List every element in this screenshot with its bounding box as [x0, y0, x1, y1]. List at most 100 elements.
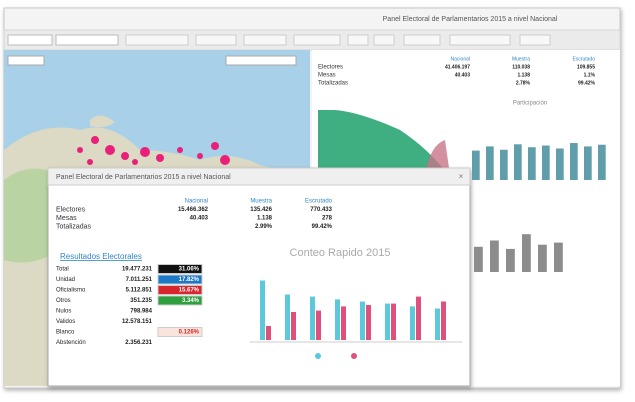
column-header: Muestra	[250, 199, 272, 205]
bar	[500, 149, 508, 180]
bar	[522, 234, 531, 272]
bar	[360, 301, 365, 340]
bar	[285, 294, 290, 340]
bar	[341, 306, 346, 340]
result-value: 798.984	[130, 309, 152, 315]
toolbar	[3, 29, 621, 51]
result-label: Validos	[56, 319, 75, 325]
cell-value: 99.42%	[312, 224, 333, 230]
cell-value: 278	[322, 216, 333, 222]
cell-value: 1.138	[257, 216, 273, 222]
row-label: Electores	[318, 65, 343, 71]
bar	[542, 145, 550, 180]
result-label: Blanco	[56, 330, 75, 336]
result-label: Total	[56, 267, 69, 273]
bar	[472, 150, 480, 180]
dropdown[interactable]	[55, 34, 119, 46]
close-button[interactable]: ×	[459, 172, 464, 181]
result-pct: 3.34%	[182, 298, 200, 304]
button[interactable]	[195, 34, 237, 46]
bar	[554, 242, 563, 272]
bar	[474, 246, 483, 272]
result-badge	[157, 295, 203, 306]
bar	[335, 299, 340, 340]
button[interactable]	[243, 34, 287, 46]
panel-title: Participación	[513, 101, 547, 107]
column-header: Muestra	[512, 56, 530, 62]
cell-value: 2.99%	[255, 224, 273, 230]
cell-value: 41.406.197	[445, 64, 470, 70]
bar	[366, 305, 371, 340]
button[interactable]	[373, 34, 395, 46]
cell-value: 135.426	[250, 207, 272, 213]
cell-value: 110.038	[512, 64, 530, 70]
cell-value: 109.855	[577, 64, 595, 70]
cell-value: 1.1%	[584, 72, 596, 78]
result-label: Abstención	[56, 340, 86, 346]
cell-value: 770.433	[310, 207, 332, 213]
bar	[506, 248, 515, 272]
result-value: 12.578.151	[122, 319, 153, 325]
column-header: Nacional	[451, 56, 470, 62]
row-label: Mesas	[56, 215, 77, 222]
bar	[291, 312, 296, 340]
result-label: Otros	[56, 298, 71, 304]
modal-title: Panel Electoral de Parlamentarios 2015 a…	[56, 174, 231, 181]
row-label: Totalizadas	[56, 223, 92, 230]
row-label: Totalizadas	[318, 81, 348, 87]
column-header: Escrutado	[572, 56, 595, 62]
result-pct: 15.67%	[179, 288, 200, 294]
bar	[490, 240, 499, 272]
result-value: 7.011.251	[126, 277, 153, 283]
cell-value: 99.42%	[578, 80, 596, 86]
bar	[514, 144, 522, 180]
result-label: Unidad	[56, 277, 75, 283]
row-label: Mesas	[318, 73, 336, 79]
result-pct: 17.82%	[179, 277, 200, 283]
bar	[260, 280, 265, 340]
bar	[435, 308, 440, 340]
result-pct: 31.06%	[179, 267, 200, 273]
bar	[598, 144, 606, 180]
cell-value: 40.403	[190, 216, 209, 222]
bar	[316, 310, 321, 340]
result-value: 2.356.231	[125, 340, 152, 346]
bar	[310, 296, 315, 340]
chart-title: Conteo Rapido 2015	[290, 247, 391, 259]
dropdown[interactable]	[7, 34, 53, 46]
bar	[486, 146, 494, 180]
result-pct: 0.126%	[179, 330, 200, 336]
result-value: 5.112.851	[126, 288, 153, 294]
row-label: Electores	[56, 206, 86, 213]
button[interactable]	[403, 34, 441, 46]
bar	[385, 303, 390, 340]
column-header: Nacional	[185, 199, 208, 205]
result-badge	[157, 327, 203, 337]
legend-marker	[351, 353, 357, 359]
column-header: Escrutado	[305, 199, 333, 205]
bar	[528, 147, 536, 180]
cell-value: 40.403	[455, 72, 471, 78]
result-value: 351.235	[130, 298, 152, 304]
result-label: Oficialismo	[56, 288, 86, 294]
result-badge	[157, 264, 203, 274]
bar	[441, 301, 446, 340]
bar	[266, 326, 271, 340]
button[interactable]	[293, 34, 341, 46]
button[interactable]	[125, 34, 189, 46]
window-title: Panel Electoral de Parlamentarios 2015 a…	[383, 16, 558, 23]
area-chart	[318, 110, 450, 175]
button[interactable]	[519, 34, 551, 46]
bar	[410, 306, 415, 340]
button[interactable]	[347, 34, 369, 46]
bar	[570, 143, 578, 180]
button[interactable]	[449, 34, 511, 46]
result-label: Nulos	[56, 309, 71, 315]
bar	[556, 148, 564, 180]
legend-marker	[315, 353, 321, 359]
bar	[416, 296, 421, 340]
bar	[538, 244, 547, 272]
bar	[584, 146, 592, 180]
